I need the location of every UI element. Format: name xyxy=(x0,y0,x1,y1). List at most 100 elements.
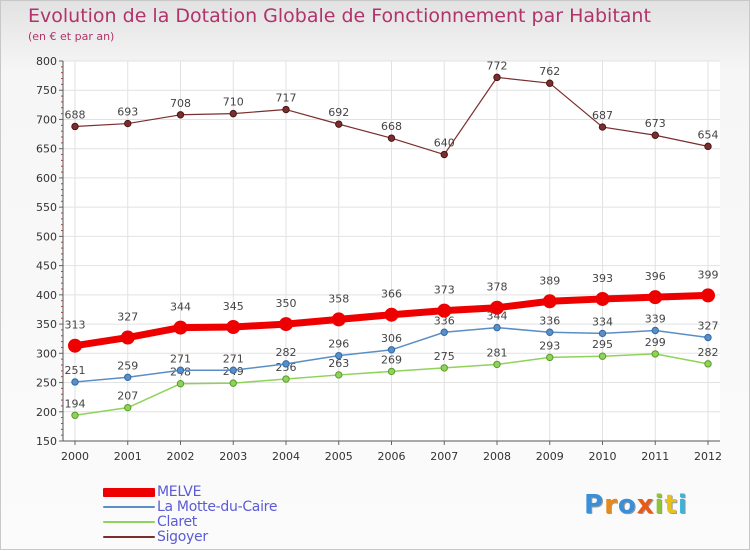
legend-swatch-la-motte-du-caire xyxy=(103,506,155,508)
data-point-melve xyxy=(120,330,135,345)
x-tick-label: 2003 xyxy=(219,450,247,463)
data-label-melve: 399 xyxy=(698,268,719,281)
data-point-claret xyxy=(387,367,396,376)
series-sigoyer: 688 693 708 710 717 692 668 640 772 762 687 673 654 xyxy=(65,59,719,159)
data-label-claret: 194 xyxy=(65,397,86,410)
data-label-claret: 275 xyxy=(434,350,455,363)
data-label-claret: 263 xyxy=(328,357,349,370)
data-point-claret xyxy=(440,364,448,372)
data-label-sigoyer: 762 xyxy=(539,65,560,78)
y-tick-label: 650 xyxy=(36,143,57,156)
data-point-sigoyer xyxy=(598,123,607,131)
y-tick-label: 150 xyxy=(36,435,57,448)
data-point-claret xyxy=(651,350,659,358)
data-point-sigoyer xyxy=(546,79,554,87)
data-label-la-motte-du-caire: 327 xyxy=(698,320,719,333)
logo-letter: i xyxy=(654,490,665,520)
data-point-sigoyer xyxy=(176,111,185,119)
y-tick-label: 300 xyxy=(36,347,57,360)
data-label-claret: 282 xyxy=(698,346,719,359)
data-point-sigoyer xyxy=(71,122,79,131)
legend-label-sigoyer: Sigoyer xyxy=(157,529,208,545)
data-label-la-motte-du-caire: 282 xyxy=(276,346,297,359)
data-point-la-motte-du-caire xyxy=(651,326,659,335)
y-tick-label: 400 xyxy=(36,289,57,302)
data-point-la-motte-du-caire xyxy=(124,373,132,381)
data-label-la-motte-du-caire: 344 xyxy=(487,310,508,323)
y-tick-label: 250 xyxy=(36,377,57,390)
x-tick-label: 2004 xyxy=(272,450,300,463)
y-tick-label: 350 xyxy=(36,318,57,331)
x-tick-label: 2012 xyxy=(694,450,722,463)
x-tick-label: 2010 xyxy=(589,450,617,463)
data-point-la-motte-du-caire xyxy=(704,333,712,342)
x-tick-label: 2007 xyxy=(430,450,458,463)
data-point-la-motte-du-caire xyxy=(229,366,237,374)
legend-swatch-claret xyxy=(103,521,155,523)
data-point-la-motte-du-caire xyxy=(598,329,607,338)
series-claret: 194207248249256263269275281293295299282 xyxy=(65,336,719,419)
data-point-melve xyxy=(490,300,504,315)
data-point-sigoyer xyxy=(440,150,448,159)
x-tick-label: 2009 xyxy=(536,450,564,463)
data-point-melve xyxy=(701,288,715,303)
data-label-claret: 207 xyxy=(117,390,138,403)
data-label-melve: 345 xyxy=(223,300,244,313)
data-point-sigoyer xyxy=(124,119,132,128)
data-point-la-motte-du-caire xyxy=(546,328,554,336)
y-tick-label: 450 xyxy=(36,260,57,273)
data-point-sigoyer xyxy=(229,109,237,118)
data-point-la-motte-du-caire xyxy=(176,366,185,374)
logo-letter: t xyxy=(664,490,678,520)
data-point-claret xyxy=(176,380,185,388)
series-melve: 313 327 344 345 350 358 366 373 378 389 393 396 399 xyxy=(65,268,719,353)
data-label-sigoyer: 692 xyxy=(328,106,349,119)
data-point-melve xyxy=(173,320,188,335)
data-label-sigoyer: 654 xyxy=(698,128,719,141)
y-tick-label: 500 xyxy=(36,230,57,243)
data-label-melve: 313 xyxy=(65,319,86,332)
data-point-la-motte-du-caire xyxy=(282,360,290,368)
data-point-claret xyxy=(704,360,712,368)
data-point-claret xyxy=(124,403,132,412)
data-label-sigoyer: 710 xyxy=(223,96,244,109)
data-point-claret xyxy=(493,360,501,369)
data-point-claret xyxy=(598,352,607,360)
data-label-melve: 396 xyxy=(645,270,666,283)
data-label-sigoyer: 693 xyxy=(117,106,138,119)
y-tick-label: 200 xyxy=(36,406,57,419)
legend-label-melve: MELVE xyxy=(157,484,202,500)
data-label-sigoyer: 708 xyxy=(170,97,191,110)
data-label-la-motte-du-caire: 271 xyxy=(223,352,244,365)
series-la-motte-du-caire: 251 259 271 271 282 296 306 336 344 336 334 339 327 xyxy=(65,310,719,386)
x-tick-label: 2002 xyxy=(167,450,195,463)
data-point-melve xyxy=(279,317,293,332)
data-point-claret xyxy=(229,379,237,387)
x-tick-label: 2008 xyxy=(483,450,511,463)
data-point-claret xyxy=(71,411,79,419)
data-point-sigoyer xyxy=(651,131,659,139)
y-tick-label: 550 xyxy=(36,201,57,214)
data-label-la-motte-du-caire: 334 xyxy=(592,315,613,328)
data-point-sigoyer xyxy=(704,142,712,151)
x-tick-label: 2000 xyxy=(61,450,89,463)
data-label-la-motte-du-caire: 271 xyxy=(170,352,191,365)
data-label-melve: 393 xyxy=(592,272,613,285)
data-point-la-motte-du-caire xyxy=(387,346,396,354)
data-point-la-motte-du-caire xyxy=(493,323,501,332)
data-label-sigoyer: 673 xyxy=(645,117,666,130)
data-label-la-motte-du-caire: 339 xyxy=(645,313,666,326)
data-label-sigoyer: 640 xyxy=(434,137,455,150)
data-label-claret: 295 xyxy=(592,338,613,351)
data-point-sigoyer xyxy=(282,105,290,114)
data-label-la-motte-du-caire: 259 xyxy=(117,359,138,372)
x-tick-label: 2006 xyxy=(378,450,406,463)
data-point-melve xyxy=(437,303,452,318)
data-label-melve: 366 xyxy=(381,288,402,301)
logo-letter: o xyxy=(617,490,637,520)
y-tick-label: 800 xyxy=(36,55,57,68)
data-point-claret xyxy=(546,353,554,362)
data-label-claret: 293 xyxy=(539,339,560,352)
